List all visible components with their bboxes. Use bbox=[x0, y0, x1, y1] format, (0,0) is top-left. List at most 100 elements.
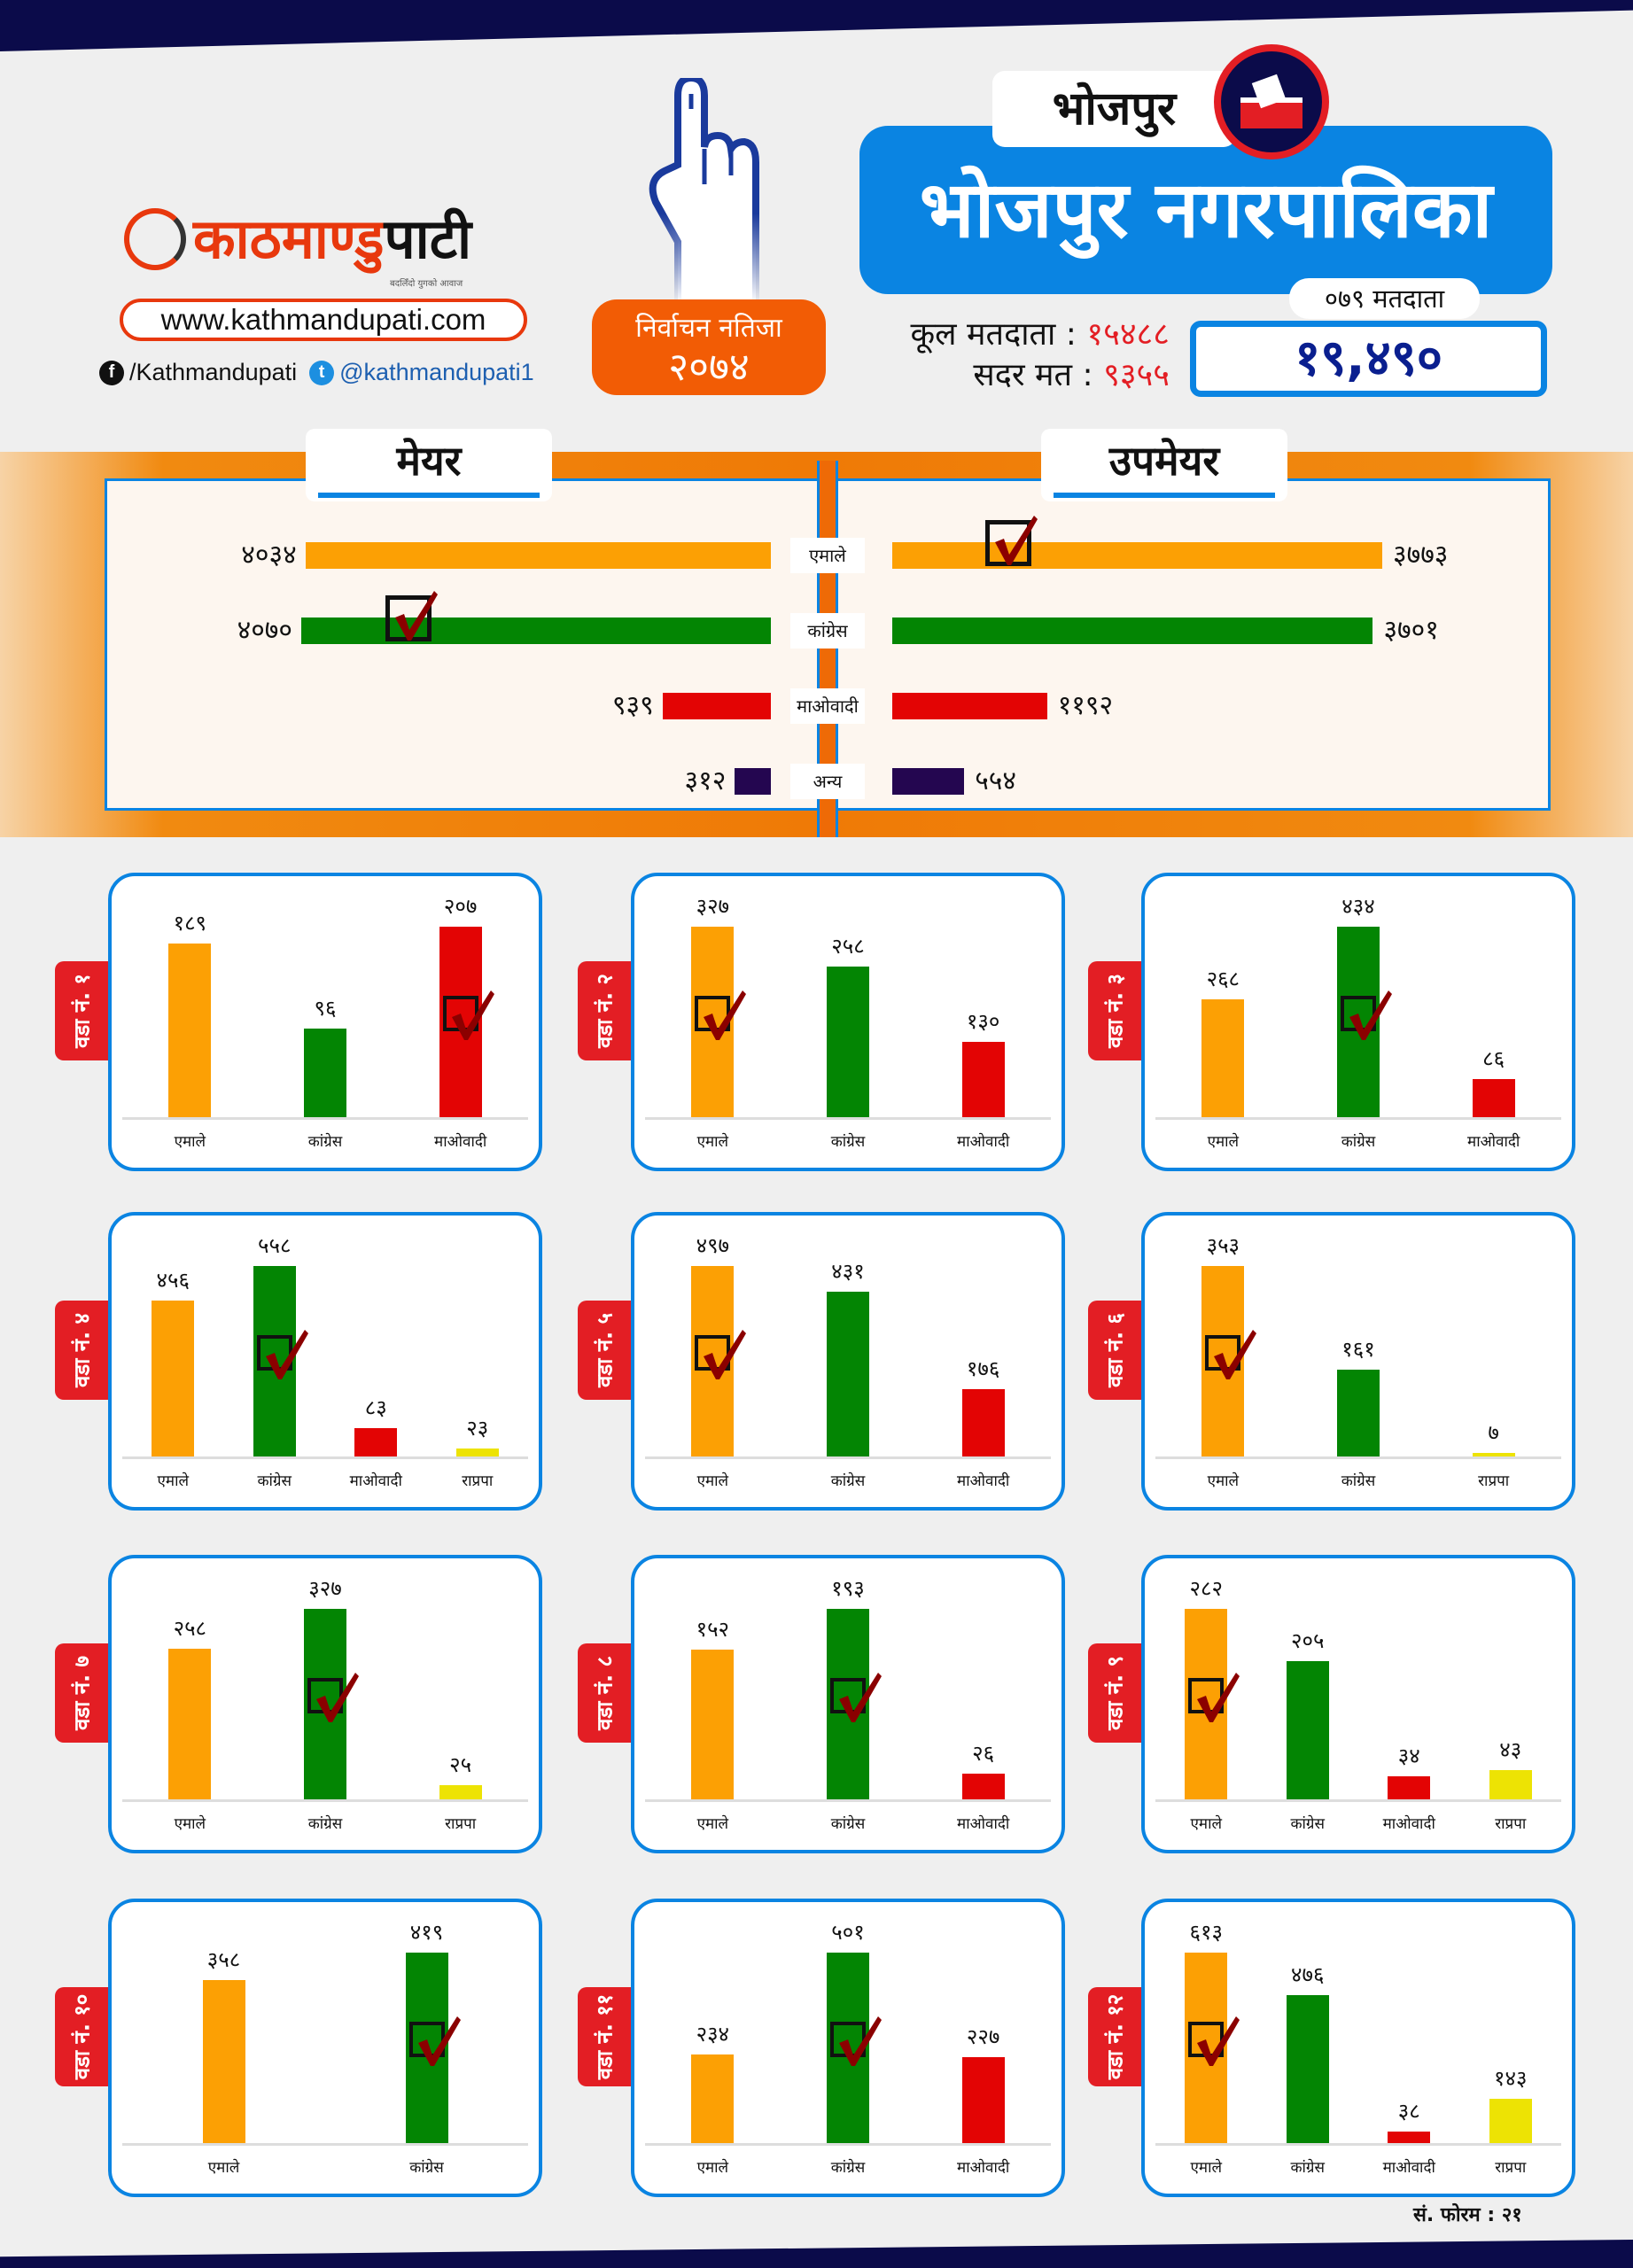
mayor-votes-other: ३१२ bbox=[684, 765, 727, 796]
ward-bar-value: २२७ bbox=[966, 2023, 1000, 2049]
winner-check-icon bbox=[830, 1672, 882, 1722]
ward-bar-value: ४५६ bbox=[156, 1268, 190, 1293]
ward-bar-value: ४३ bbox=[1499, 1737, 1522, 1763]
winner-check-icon bbox=[385, 591, 438, 641]
ward-label-tab: वडा नं. ५ bbox=[578, 1301, 631, 1400]
valid-votes-value: ९३५५ bbox=[1103, 357, 1170, 393]
facebook-icon: f bbox=[99, 360, 124, 385]
party-label-other: अन्य bbox=[790, 764, 865, 799]
ward-bar-congress bbox=[1286, 1660, 1329, 1799]
chart-baseline bbox=[122, 2143, 528, 2146]
logo-tagline: बदलिँदो युगको आवाज bbox=[390, 279, 463, 289]
ward-bar-rpp bbox=[1489, 2098, 1532, 2143]
ward-label: वडा नं. ८ bbox=[592, 1655, 618, 1731]
chart-baseline bbox=[1155, 2143, 1561, 2146]
ward-bar-value: १३० bbox=[966, 1008, 1000, 1034]
logo-text-2: पाटी bbox=[384, 206, 472, 271]
ward-bar-value: ३५३ bbox=[1206, 1233, 1240, 1258]
deputy-mayor-tab: उपमेयर bbox=[1041, 429, 1287, 501]
ward-bar-value: १७६ bbox=[966, 1355, 1000, 1381]
ward-bar-label: राप्रपा bbox=[462, 1472, 494, 1490]
winner-check-icon bbox=[442, 990, 494, 1040]
ward-label: वडा नं. ५ bbox=[592, 1312, 618, 1388]
chart-baseline bbox=[645, 1456, 1051, 1459]
winner-check-icon bbox=[695, 990, 747, 1040]
ward-bar-value: ७ bbox=[1488, 1419, 1499, 1445]
deputy-bar-other bbox=[892, 768, 965, 795]
mayor-votes-congress: ४०७० bbox=[237, 615, 292, 646]
winner-check-icon bbox=[1205, 1329, 1257, 1379]
ward-label-tab: वडा नं. ११ bbox=[578, 1987, 631, 2086]
form-number: सं. फोरम : २१ bbox=[1413, 2204, 1522, 2226]
ward-card: ४५६ एमाले ५५८ कांग्रेस ८३ माओवादी २३ राप्रपा bbox=[108, 1212, 542, 1511]
ward-bar-rpp bbox=[439, 1784, 482, 1799]
ward-bar-uml bbox=[691, 1649, 735, 1799]
voting-finger-icon bbox=[649, 78, 759, 304]
ward-label: वडा नं. ११ bbox=[592, 1993, 618, 2080]
ward-bar-label: एमाले bbox=[174, 1133, 206, 1151]
ward-bar-label: कांग्रेस bbox=[307, 1815, 343, 1833]
ward-bar-label: राप्रपा bbox=[1478, 1472, 1510, 1490]
website-link[interactable]: www.kathmandupati.com bbox=[120, 299, 527, 341]
twitter-handle[interactable]: @kathmandupati1 bbox=[339, 359, 534, 385]
ward-bar-value: १५२ bbox=[696, 1616, 730, 1642]
ward-card: २५८ एमाले ३२७ कांग्रेस २५ राप्रपा bbox=[108, 1555, 542, 1853]
ward-bar-label: एमाले bbox=[696, 1133, 729, 1151]
ward-bar-value: २५८ bbox=[173, 1616, 207, 1642]
deputy-votes-other: ५५४ bbox=[975, 765, 1016, 796]
party-label-uml: एमाले bbox=[790, 538, 865, 573]
ward-bar-maoist bbox=[961, 1774, 1005, 1799]
ward-bar-value: ५५८ bbox=[258, 1233, 292, 1258]
ward-bar-uml bbox=[691, 2054, 735, 2143]
mayor-tab: मेयर bbox=[306, 429, 552, 501]
winner-check-icon bbox=[1341, 990, 1392, 1040]
ward-bar-label: कांग्रेस bbox=[830, 1815, 866, 1833]
ward-label: वडा नं. १० bbox=[69, 1993, 95, 2080]
chart-baseline bbox=[645, 1799, 1051, 1802]
winner-check-icon bbox=[985, 516, 1038, 566]
chart-baseline bbox=[645, 1117, 1051, 1120]
chart-baseline bbox=[122, 1456, 528, 1459]
ward-bar-label: माओवादी bbox=[1382, 1815, 1435, 1833]
ward-bar-value: २५८ bbox=[831, 934, 865, 959]
ward-bar-label: कांग्रेस bbox=[830, 2159, 866, 2177]
ward-bar-value: २६८ bbox=[1206, 967, 1240, 992]
deputy-bar-maoist bbox=[892, 693, 1047, 719]
total-voters-label: कूल मतदाता : bbox=[910, 316, 1077, 353]
ward-bar-value: १९३ bbox=[831, 1576, 865, 1601]
ward-bar-value: २०५ bbox=[1291, 1627, 1325, 1653]
ward-bar-label: कांग्रेस bbox=[257, 1472, 292, 1490]
ward-bar-value: ४९७ bbox=[696, 1233, 730, 1258]
ward-bar-rpp bbox=[1489, 1770, 1532, 1799]
winner-check-icon bbox=[695, 1329, 747, 1379]
ward-label-tab: वडा नं. ३ bbox=[1088, 961, 1141, 1060]
ward-label-tab: वडा नं. १२ bbox=[1088, 1987, 1141, 2086]
ward-label-tab: वडा नं. २ bbox=[578, 961, 631, 1060]
election-result-badge: निर्वाचन नतिजा २०७४ bbox=[592, 299, 826, 395]
ward-bar-value: ८६ bbox=[1482, 1046, 1505, 1072]
deputy-votes-maoist: ११९२ bbox=[1057, 690, 1114, 721]
logo-emblem-icon bbox=[124, 208, 186, 270]
facebook-handle[interactable]: /Kathmandupati bbox=[129, 359, 298, 385]
ward-bar-label: एमाले bbox=[1207, 1472, 1240, 1490]
district-name: भोजपुर bbox=[992, 71, 1236, 147]
ward-card: १५२ एमाले १९३ कांग्रेस २६ माओवादी bbox=[631, 1555, 1065, 1853]
ward-label: वडा नं. २ bbox=[592, 973, 618, 1049]
ward-bar-label: एमाले bbox=[207, 2159, 240, 2177]
ward-label: वडा नं. १२ bbox=[1102, 1993, 1128, 2080]
ward-bar-value: २५ bbox=[449, 1751, 472, 1777]
ward-bar-value: २०७ bbox=[443, 894, 478, 919]
ballot-box-icon bbox=[1214, 44, 1329, 159]
ward-bar-label: माओवादी bbox=[349, 1472, 402, 1490]
ward-bar-maoist bbox=[961, 2056, 1005, 2143]
valid-votes-label: सदर मत : bbox=[973, 357, 1093, 393]
ward-bar-rpp bbox=[1472, 1452, 1515, 1456]
ward-bar-label: कांग्रेस bbox=[1290, 1815, 1326, 1833]
top-banner-stripe bbox=[0, 0, 1633, 51]
party-label-maoist: माओवादी bbox=[790, 688, 865, 724]
ward-bar-value: ३२७ bbox=[308, 1576, 342, 1601]
election-year: २०७४ bbox=[668, 345, 750, 390]
ward-bar-value: २३४ bbox=[696, 2021, 730, 2047]
chart-baseline bbox=[1155, 1117, 1561, 1120]
ward-label: वडा नं. १ bbox=[69, 973, 95, 1049]
